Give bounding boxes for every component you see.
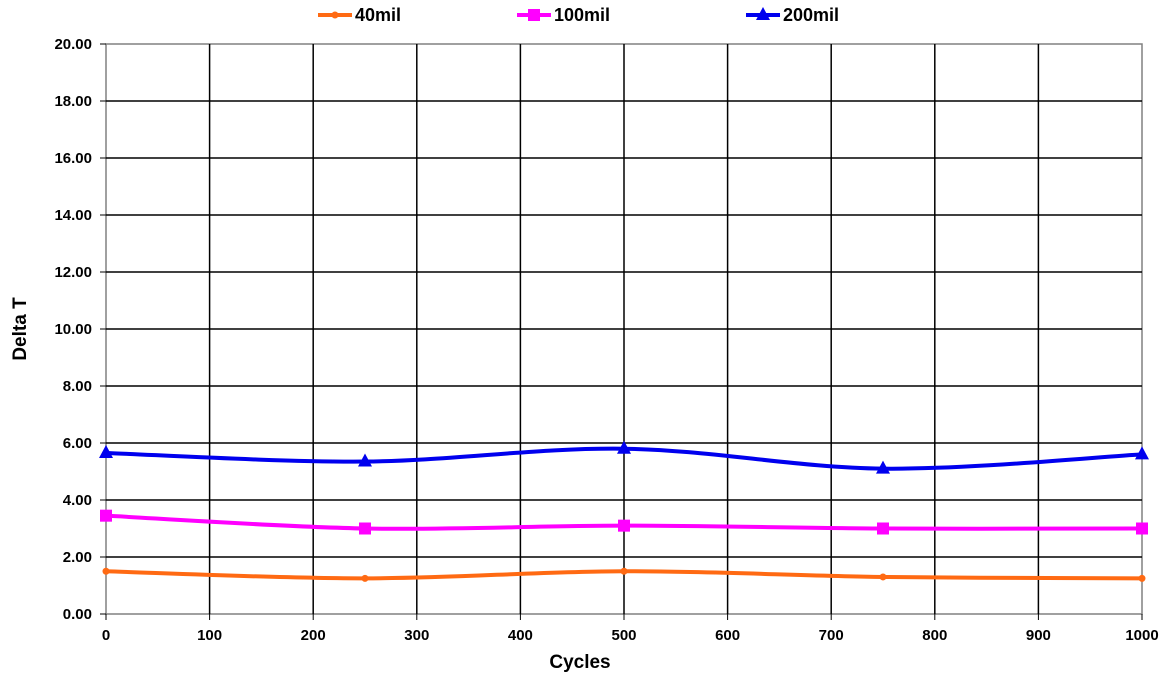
x-tick-label: 500: [611, 627, 636, 644]
legend-label: 200mil: [783, 5, 839, 25]
data-point-100mil: [1136, 522, 1148, 535]
series-lines: [99, 440, 1149, 582]
data-point-200mil: [876, 460, 890, 474]
x-tick-label: 600: [715, 627, 740, 644]
data-point-200mil: [358, 453, 372, 467]
data-point-200mil: [1135, 446, 1149, 460]
x-tick-label: 0: [102, 627, 110, 644]
data-point-100mil: [100, 509, 112, 522]
y-tick-label: 12.00: [54, 264, 92, 281]
x-tick-label: 800: [922, 627, 947, 644]
x-tick-label: 400: [508, 627, 533, 644]
legend-marker-100mil: [528, 9, 540, 21]
data-point-40mil: [879, 573, 887, 581]
data-point-100mil: [877, 522, 889, 535]
x-axis-title: Cycles: [549, 652, 610, 673]
y-tick-label: 10.00: [54, 321, 92, 338]
data-point-200mil: [99, 444, 113, 458]
data-point-100mil: [618, 519, 630, 532]
legend-label: 40mil: [355, 5, 401, 25]
y-tick-label: 4.00: [63, 492, 92, 509]
data-point-40mil: [361, 574, 369, 582]
y-tick-label: 16.00: [54, 150, 92, 167]
y-axis-tick-labels: 0.00 2.00 4.00 6.00 8.00 10.00 12.00 14.00 16.00…: [54, 36, 92, 623]
y-tick-label: 18.00: [54, 93, 92, 110]
x-tick-label: 900: [1026, 627, 1051, 644]
x-tick-label: 200: [301, 627, 326, 644]
y-tick-label: 0.00: [63, 606, 92, 623]
y-tick-label: 6.00: [63, 435, 92, 452]
y-tick-label: 2.00: [63, 549, 92, 566]
data-point-40mil: [102, 567, 110, 575]
legend: 40mil 100mil 200mil: [318, 5, 839, 25]
y-tick-label: 8.00: [63, 378, 92, 395]
data-point-40mil: [1138, 574, 1146, 582]
y-tick-label: 14.00: [54, 207, 92, 224]
y-axis-title: Delta T: [10, 297, 31, 361]
legend-marker-40mil: [331, 11, 339, 19]
data-point-200mil: [617, 440, 631, 454]
legend-marker-200mil: [756, 7, 770, 20]
x-axis-tick-labels: 0 100 200 300 400 500 600 700 800 900 1000: [102, 627, 1159, 644]
x-tick-label: 300: [404, 627, 429, 644]
grid-lines: [100, 43, 1143, 620]
legend-label: 100mil: [554, 5, 610, 25]
data-point-100mil: [359, 522, 371, 535]
x-tick-label: 700: [819, 627, 844, 644]
y-tick-label: 20.00: [54, 36, 92, 53]
x-tick-label: 100: [197, 627, 222, 644]
x-tick-label: 1000: [1125, 627, 1158, 644]
data-point-40mil: [620, 567, 628, 575]
